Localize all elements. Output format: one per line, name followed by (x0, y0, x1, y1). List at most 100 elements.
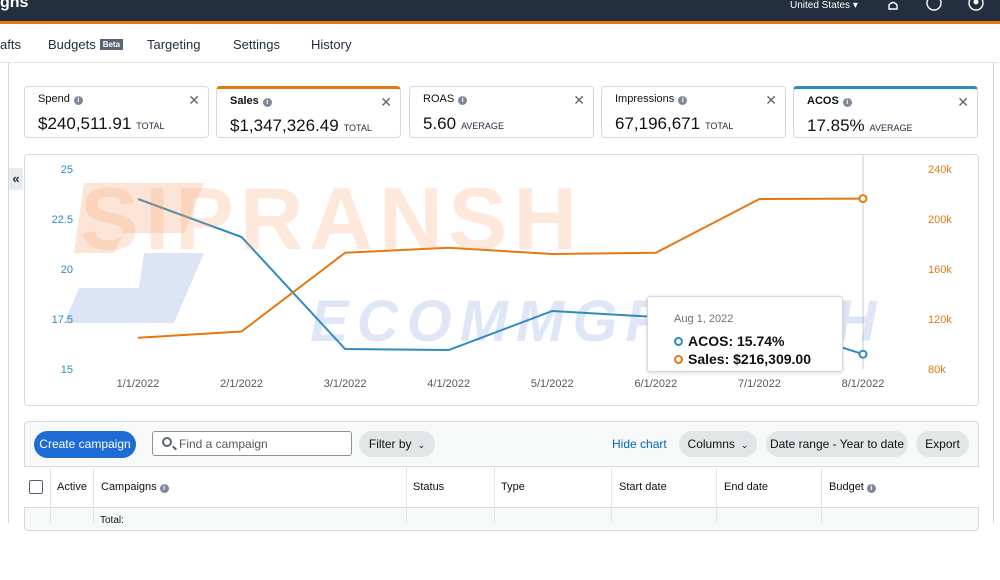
date-range-button[interactable]: Date range - Year to date (766, 431, 908, 457)
acos-legend-dot (674, 337, 683, 346)
info-icon[interactable]: i (678, 96, 688, 105)
tooltip-acos-row: ACOS: 15.74% (674, 333, 784, 349)
x-tick-label: 3/1/2022 (324, 378, 367, 390)
chart-tooltip: Aug 1, 2022 ACOS: 15.74% Sales: $216,309… (647, 296, 843, 372)
x-tick-label: 4/1/2022 (427, 378, 470, 390)
bell-icon[interactable] (885, 0, 901, 12)
column-divider (50, 466, 51, 523)
metric-label-wrap: Spend i (38, 93, 83, 105)
series-point-sales (858, 194, 868, 204)
metric-suffix: TOTAL (136, 121, 165, 131)
metric-label-wrap: ROAS i (423, 93, 468, 105)
tab-budgets[interactable]: Budgets Beta (48, 37, 124, 52)
metric-label: Spend (38, 93, 70, 105)
help-icon[interactable] (926, 0, 942, 12)
metric-label: Impressions (615, 93, 675, 105)
column-divider (406, 466, 407, 523)
search-input[interactable] (179, 435, 347, 453)
info-icon[interactable]: i (866, 484, 876, 493)
total-row-label: Total: (100, 515, 124, 526)
metric-value-wrap: 67,196,671 TOTAL (615, 114, 733, 134)
close-icon[interactable]: ✕ (573, 92, 585, 108)
info-icon[interactable]: i (842, 98, 852, 107)
top-bar: gns United States ▾ (0, 0, 1000, 24)
filter-by-button[interactable]: Filter by ⌄ (359, 431, 435, 457)
campaign-search[interactable] (152, 431, 352, 456)
column-header-type[interactable]: Type (501, 481, 525, 493)
sales-legend-dot (674, 355, 683, 364)
chevron-down-icon: ⌄ (417, 440, 426, 450)
info-icon[interactable]: i (73, 96, 83, 105)
y-left-tick-label: 25 (61, 164, 73, 176)
watermark-logo (54, 178, 214, 328)
info-icon[interactable]: i (458, 96, 468, 105)
column-header-end-date[interactable]: End date (724, 481, 769, 493)
y-right-tick-label: 200k (928, 214, 952, 226)
metric-label-wrap: ACOS i (807, 95, 852, 107)
tooltip-sales: Sales: $216,309.00 (688, 351, 811, 367)
line-chart-svg: 25 22.5 20 17.5 15 240k 200k 160k 120k 80k 1/1/202… (52, 155, 952, 390)
beta-badge: Beta (99, 39, 124, 50)
search-icon (162, 437, 172, 447)
x-tick-label: 7/1/2022 (738, 378, 781, 390)
columns-button[interactable]: Columns ⌄ (679, 431, 757, 457)
metric-card-acos[interactable]: ACOS i ✕ 17.85% AVERAGE (793, 86, 978, 138)
column-header-active[interactable]: Active (57, 481, 87, 493)
tooltip-acos: ACOS: 15.74% (688, 333, 785, 349)
right-panel-edge (993, 63, 1000, 523)
region-selector[interactable]: United States ▾ (790, 0, 858, 11)
metric-card-spend[interactable]: Spend i ✕ $240,511.91 TOTAL (24, 86, 209, 138)
metric-card-sales[interactable]: Sales i ✕ $1,347,326.49 TOTAL (216, 86, 401, 138)
x-tick-label: 1/1/2022 (117, 378, 160, 390)
metric-value: 67,196,671 (615, 114, 701, 133)
metric-value-wrap: 17.85% AVERAGE (807, 116, 913, 136)
info-icon[interactable]: i (159, 484, 169, 493)
close-icon[interactable]: ✕ (765, 92, 777, 108)
metric-label: Sales (230, 95, 259, 107)
table-header (24, 466, 979, 508)
collapse-sidebar-button[interactable]: « (9, 168, 23, 190)
y-right-tick-label: 240k (928, 164, 952, 176)
y-right-tick-label: 120k (928, 314, 952, 326)
series-line-sales (137, 197, 864, 339)
watermark-line-1: SIPRANSH (80, 169, 583, 268)
column-divider (821, 466, 822, 523)
column-divider (494, 466, 495, 523)
watermark-logo-icon (64, 183, 204, 323)
performance-chart: 25 22.5 20 17.5 15 240k 200k 160k 120k 80k 1/1/202… (24, 154, 979, 406)
close-icon[interactable]: ✕ (380, 94, 392, 110)
select-all-checkbox[interactable] (29, 480, 43, 494)
tooltip-date: Aug 1, 2022 (674, 313, 734, 325)
tab-drafts[interactable]: afts (0, 37, 21, 52)
column-header-start-date[interactable]: Start date (619, 481, 667, 493)
hide-chart-link[interactable]: Hide chart (612, 437, 667, 451)
column-header-budget[interactable]: Budget i (829, 481, 876, 493)
export-button[interactable]: Export (916, 431, 969, 457)
tab-history[interactable]: History (311, 37, 352, 52)
filter-by-label: Filter by (368, 437, 412, 451)
user-icon[interactable] (968, 0, 984, 12)
metric-suffix: TOTAL (705, 121, 734, 131)
column-header-status[interactable]: Status (413, 481, 445, 493)
y-left-tick-label: 22.5 (52, 214, 73, 226)
tooltip-sales-row: Sales: $216,309.00 (674, 351, 811, 367)
y-left-tick-label: 17.5 (52, 314, 73, 326)
columns-label: Columns (687, 437, 735, 451)
metric-card-impressions[interactable]: Impressions i ✕ 67,196,671 TOTAL (601, 86, 786, 138)
metric-suffix: AVERAGE (461, 121, 504, 131)
metric-label-wrap: Sales i (230, 95, 272, 107)
column-header-campaigns[interactable]: Campaigns i (101, 481, 169, 493)
metric-card-roas[interactable]: ROAS i ✕ 5.60 AVERAGE (409, 86, 594, 138)
tab-settings[interactable]: Settings (233, 37, 280, 52)
close-icon[interactable]: ✕ (188, 92, 200, 108)
y-left-tick-label: 15 (61, 364, 73, 376)
tab-targeting[interactable]: Targeting (147, 37, 201, 52)
x-tick-label: 6/1/2022 (634, 378, 677, 390)
tab-budgets-label: Budgets (48, 37, 96, 52)
y-right-tick-label: 80k (928, 364, 946, 376)
create-campaign-button[interactable]: Create campaign (34, 431, 136, 458)
info-icon[interactable]: i (262, 98, 272, 107)
left-panel-edge (0, 63, 9, 523)
metric-label: ACOS (807, 95, 839, 107)
close-icon[interactable]: ✕ (957, 94, 969, 110)
